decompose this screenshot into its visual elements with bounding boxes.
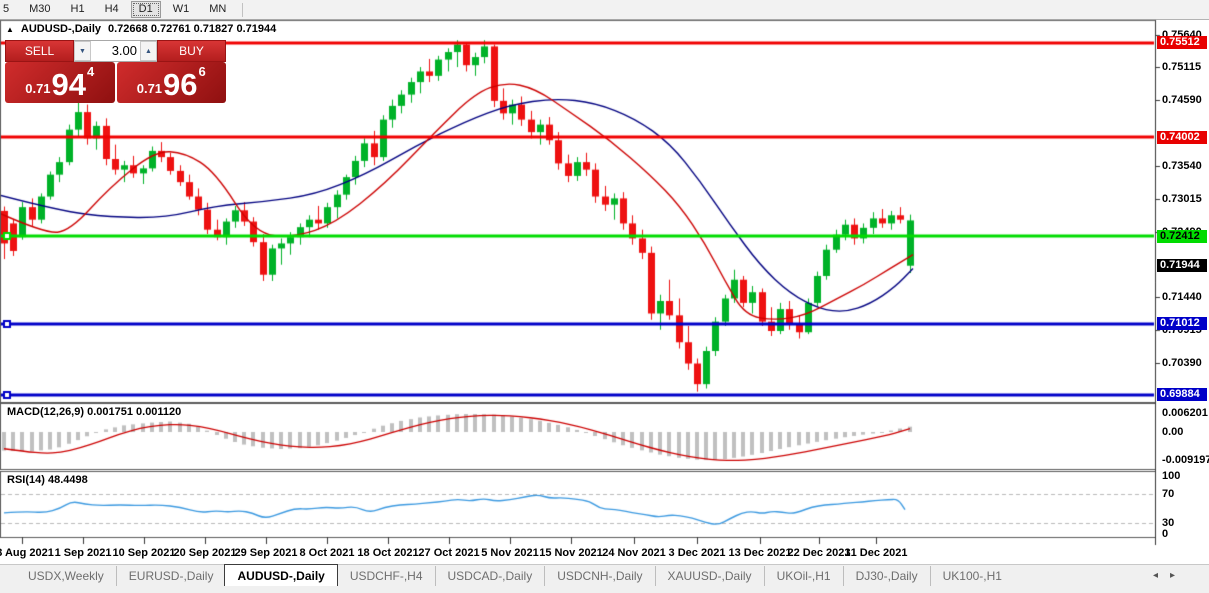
chart-title-row: ▲ AUDUSD-,Daily 0.72668 0.72761 0.71827 … (6, 23, 276, 35)
price-level-badge: 0.72412 (1157, 229, 1207, 243)
chart-ohlc-values: 0.72668 0.72761 0.71827 0.71944 (108, 23, 277, 35)
date-tick-label: 18 Oct 2021 (357, 547, 419, 559)
date-tick-label: 13 Dec 2021 (728, 547, 792, 559)
date-tick-label: 29 Sep 2021 (234, 547, 298, 559)
date-tick-label: 23 Aug 2021 (0, 547, 54, 559)
volume-input[interactable]: 3.00 (111, 43, 137, 58)
sell-price-button[interactable]: 0.71 94 4 (5, 62, 115, 103)
chart-tab-eurusd-daily[interactable]: EURUSD-,Daily (115, 566, 226, 586)
macd-axis-label: -0.009197 (1162, 454, 1209, 466)
macd-indicator-label: MACD(12,26,9) 0.001751 0.001120 (7, 406, 182, 418)
sell-price-big: 94 (51, 67, 87, 102)
chart-tab-dj30-daily[interactable]: DJ30-,Daily (842, 566, 930, 586)
price-level-badge: 0.74002 (1157, 130, 1207, 144)
rsi-axis-label: 100 (1162, 470, 1181, 482)
price-level-badge: 0.71944 (1157, 259, 1207, 273)
chart-tab-usdx-weekly[interactable]: USDX,Weekly (28, 569, 104, 583)
one-click-trade-panel: SELL ▼ 3.00 ▲ BUY 0.71 94 4 0.71 96 6 (5, 40, 226, 103)
sell-price-pip: 4 (87, 64, 95, 79)
volume-control: ▼ 3.00 ▲ (74, 40, 157, 62)
chart-tab-usdcnh-daily[interactable]: USDCNH-,Daily (544, 566, 654, 586)
price-level-badge: 0.71012 (1157, 317, 1207, 331)
date-tick-label: 3 Dec 2021 (668, 547, 726, 559)
price-tick-label: 0.75115 (1162, 61, 1202, 74)
price-level-badge: 0.75512 (1157, 36, 1207, 50)
tabs-scroll-left-icon[interactable]: ◂ (1152, 570, 1158, 581)
chart-tab-uk100-h1[interactable]: UK100-,H1 (929, 566, 1014, 586)
chart-tab-bar: USDX,Weekly EURUSD-,Daily AUDUSD-,Daily USD… (0, 564, 1209, 586)
date-tick-label: 5 Nov 2021 (481, 547, 539, 559)
date-tick-label: 15 Nov 2021 (539, 547, 603, 559)
chart-tab-ukoil-h1[interactable]: UKOil-,H1 (763, 566, 843, 586)
macd-axis-label: 0.006201 (1162, 407, 1208, 419)
date-tick-label: 27 Oct 2021 (418, 547, 480, 559)
buy-price-prefix: 0.71 (136, 81, 163, 96)
chart-tab-audusd-daily[interactable]: AUDUSD-,Daily (224, 564, 338, 586)
volume-decrease-icon[interactable]: ▼ (74, 41, 91, 61)
tabs-scroll-right-icon[interactable]: ▸ (1169, 570, 1175, 581)
price-level-badge: 0.69884 (1157, 388, 1207, 402)
price-tick-label: 0.71440 (1162, 291, 1202, 304)
buy-button[interactable]: BUY (157, 40, 226, 62)
price-tick-label: 0.74590 (1162, 94, 1202, 107)
date-tick-label: 31 Dec 2021 (844, 547, 908, 559)
date-tick-label: 10 Sep 2021 (112, 547, 176, 559)
rsi-axis-label: 70 (1162, 488, 1175, 500)
price-tick-label: 0.75640 (1162, 28, 1202, 41)
rsi-indicator-label: RSI(14) 48.4498 (7, 474, 88, 486)
status-strip (0, 586, 1209, 593)
date-tick-label: 8 Oct 2021 (299, 547, 355, 559)
volume-increase-icon[interactable]: ▲ (140, 41, 157, 61)
rsi-axis-label: 30 (1162, 517, 1175, 529)
rsi-axis-label: 0 (1162, 528, 1169, 540)
date-tick-label: 22 Dec 2021 (787, 547, 851, 559)
date-tick-label: 1 Sep 2021 (54, 547, 112, 559)
buy-price-pip: 6 (198, 64, 206, 79)
collapse-chart-icon[interactable]: ▲ (6, 24, 14, 34)
sell-button[interactable]: SELL (5, 40, 74, 62)
chart-symbol-title: AUDUSD-,Daily (20, 23, 101, 35)
sell-price-prefix: 0.71 (25, 81, 51, 96)
chart-tab-xauusd-daily[interactable]: XAUUSD-,Daily (654, 566, 764, 586)
date-tick-label: 20 Sep 2021 (173, 547, 237, 559)
price-tick-label: 0.73540 (1162, 159, 1202, 172)
chart-tab-usdchf-h4[interactable]: USDCHF-,H4 (336, 566, 435, 586)
date-tick-label: 24 Nov 2021 (602, 547, 666, 559)
chart-tab-usdcad-daily[interactable]: USDCAD-,Daily (434, 566, 545, 586)
price-tick-label: 0.73015 (1162, 192, 1202, 205)
price-tick-label: 0.70390 (1162, 356, 1202, 369)
macd-axis-label: 0.00 (1162, 426, 1184, 438)
buy-price-button[interactable]: 0.71 96 6 (116, 62, 226, 103)
buy-price-big: 96 (163, 67, 198, 102)
